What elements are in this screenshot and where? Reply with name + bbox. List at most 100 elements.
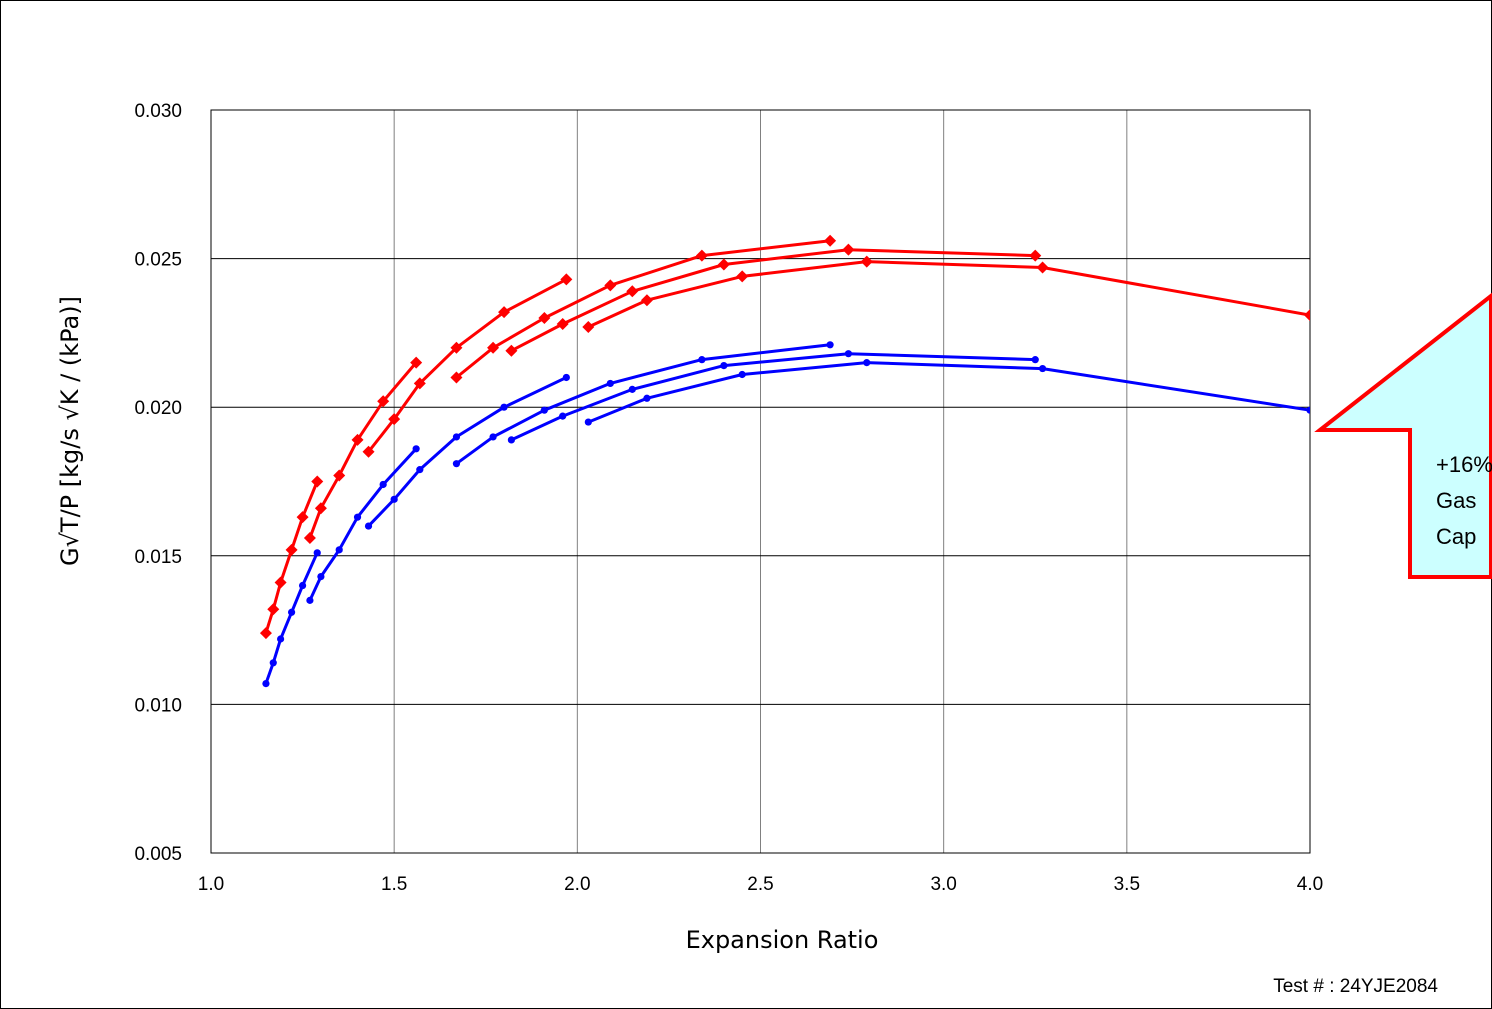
- data-point: [489, 433, 497, 441]
- data-point: [643, 394, 651, 402]
- data-point: [313, 549, 321, 557]
- x-tick-label: 1.0: [198, 874, 224, 895]
- data-point: [412, 445, 420, 453]
- data-point: [306, 596, 314, 604]
- series-line: [587, 361, 1310, 424]
- data-point: [314, 502, 327, 515]
- data-point: [538, 312, 551, 325]
- y-axis-title: G√T/P [kg/s √K / (kPa)]: [56, 296, 84, 566]
- data-point: [317, 573, 325, 581]
- data-point: [259, 627, 272, 640]
- x-tick-label: 4.0: [1297, 874, 1323, 895]
- y-tick-label: 0.030: [134, 101, 182, 122]
- data-point: [311, 475, 324, 488]
- data-point: [860, 255, 873, 268]
- x-axis-title: Expansion Ratio: [686, 926, 879, 954]
- data-point: [362, 445, 375, 458]
- series-11: [507, 350, 1039, 444]
- data-point: [390, 495, 398, 503]
- series-line: [455, 239, 831, 379]
- callout-line-3: Cap: [1436, 524, 1476, 549]
- data-point: [298, 581, 307, 590]
- series-line: [367, 376, 567, 528]
- data-point: [388, 413, 401, 426]
- data-point: [1304, 309, 1310, 322]
- data-point: [452, 460, 461, 468]
- data-point: [487, 341, 500, 354]
- data-point: [640, 294, 653, 307]
- data-point: [842, 243, 855, 256]
- data-point: [413, 377, 426, 390]
- data-point: [450, 371, 463, 384]
- series-12: [584, 359, 1310, 426]
- data-point: [335, 546, 343, 554]
- series-8: [306, 445, 420, 604]
- series-3: [362, 273, 573, 458]
- y-tick-label: 0.010: [134, 695, 182, 716]
- data-point: [277, 635, 285, 643]
- series-line: [308, 361, 418, 539]
- data-point: [410, 356, 423, 369]
- data-point: [582, 320, 595, 333]
- x-tick-label: 1.5: [381, 874, 407, 895]
- callout: +16% Gas Cap: [1314, 292, 1492, 579]
- data-point: [267, 603, 280, 616]
- data-point: [844, 350, 853, 358]
- series-line: [455, 343, 831, 465]
- series-line: [510, 248, 1036, 353]
- data-point: [450, 341, 463, 354]
- series-6: [582, 255, 1310, 333]
- data-point: [606, 379, 614, 388]
- data-point: [507, 436, 515, 444]
- data-point: [505, 344, 518, 357]
- data-point: [695, 249, 708, 262]
- callout-line-1: +16%: [1436, 452, 1492, 477]
- callout-line-2: Gas: [1436, 488, 1476, 513]
- data-point: [736, 270, 749, 283]
- data-point: [1031, 356, 1039, 364]
- data-point: [1036, 261, 1049, 274]
- y-tick-label: 0.005: [134, 844, 182, 865]
- data-point: [274, 576, 287, 589]
- data-point: [1306, 406, 1310, 414]
- data-point: [416, 466, 424, 474]
- tick-label-layer: 1.0 1.5 2.0 2.5 3.0 3.5 4.0 0.005 0.010 0.015 0.02…: [134, 101, 1323, 895]
- data-point: [269, 659, 277, 667]
- data-point: [720, 361, 728, 370]
- series-line: [587, 260, 1310, 329]
- data-point: [500, 403, 508, 411]
- data-point: [559, 412, 567, 420]
- data-point: [560, 273, 573, 286]
- data-point: [262, 679, 270, 688]
- data-point: [353, 513, 362, 521]
- series-2: [303, 356, 423, 544]
- series-line: [264, 552, 319, 685]
- data-point: [1029, 249, 1042, 262]
- data-point: [626, 285, 639, 298]
- data-point: [556, 317, 569, 330]
- data-point: [364, 522, 373, 530]
- series-line: [510, 352, 1036, 442]
- series-5: [505, 243, 1042, 357]
- data-point: [498, 306, 511, 319]
- data-point: [826, 341, 834, 349]
- data-point: [296, 511, 309, 524]
- callout-arrow-box: [1314, 292, 1492, 579]
- series-layer: [259, 234, 1310, 688]
- data-point: [698, 356, 706, 364]
- data-point: [285, 543, 298, 556]
- y-tick-label: 0.015: [134, 547, 182, 568]
- data-point: [333, 469, 346, 482]
- data-point: [1038, 364, 1047, 373]
- data-point: [863, 359, 871, 367]
- x-tick-label: 2.0: [564, 874, 590, 895]
- test-number-label: Test # : 24YJE2084: [1273, 976, 1438, 997]
- x-tick-label: 3.5: [1114, 874, 1140, 895]
- data-point: [628, 385, 636, 393]
- data-point: [562, 373, 570, 382]
- x-tick-label: 2.5: [747, 874, 773, 895]
- series-9: [364, 373, 570, 530]
